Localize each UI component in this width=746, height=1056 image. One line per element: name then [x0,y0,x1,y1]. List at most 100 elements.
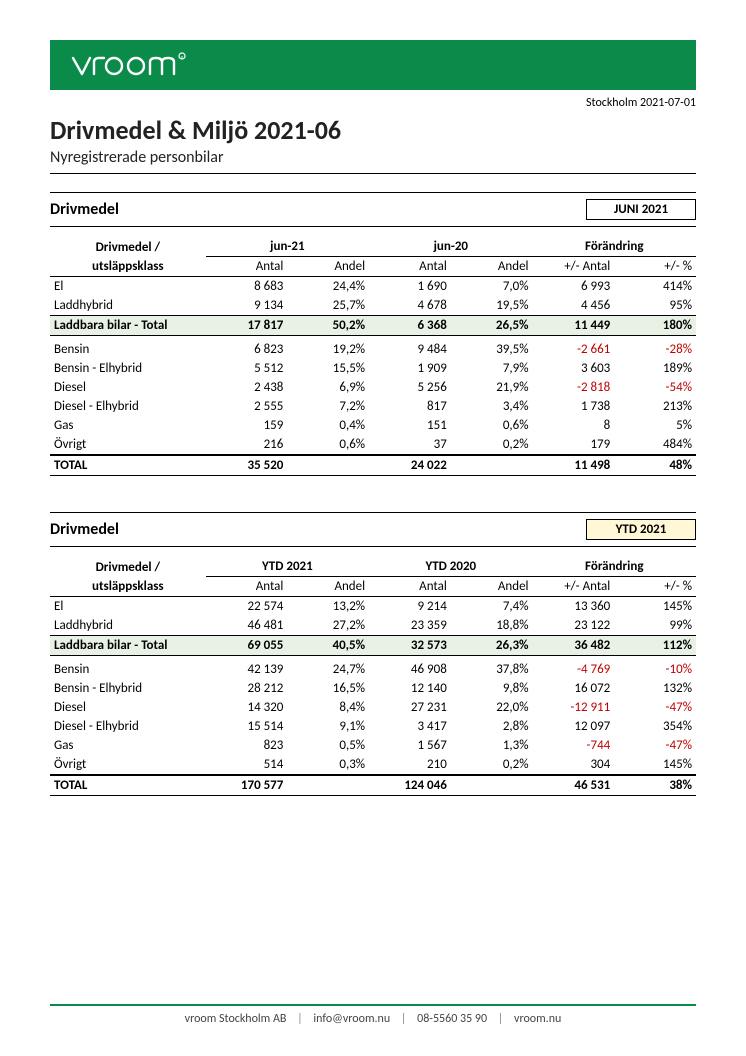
table-cell: 180% [614,316,696,336]
table-cell: -12 911 [533,698,615,717]
table-cell: 6 993 [533,277,615,297]
col-andel1: Andel [287,577,369,597]
table-cell: 21,9% [451,378,533,397]
table-cell: 2,8% [451,717,533,736]
col-header-label2: utsläppsklass [50,577,206,597]
table-cell: 1 567 [369,736,451,755]
table-cell: -2 818 [533,378,615,397]
col-header-label1: Drivmedel / [50,557,206,577]
col-antal1: Antal [206,257,288,277]
table-cell: 12 097 [533,717,615,736]
col-header-label2: utsläppsklass [50,257,206,277]
table-cell: 28 212 [206,679,288,698]
col-header-period1: YTD 2021 [206,557,369,577]
table-cell: 19,2% [287,340,369,359]
table-cell: 0,6% [451,416,533,435]
table-cell: 13 360 [533,597,615,617]
table-cell: 48% [614,455,696,476]
col-change-p: +/- % [614,577,696,597]
table-row: Övrigt2160,6%370,2%179484% [50,435,696,455]
table-row: Diesel - Elhybrid2 5557,2%8173,4%1 73821… [50,397,696,416]
table-cell: 23 122 [533,616,615,636]
col-header-period1: jun-21 [206,237,369,257]
page-title: Drivmedel & Miljö 2021-06 [50,114,696,146]
col-header-period2: jun-20 [369,237,532,257]
table-cell: 50,2% [287,316,369,336]
table-cell: -10% [614,660,696,679]
table-cell: 26,5% [451,316,533,336]
col-andel2: Andel [451,577,533,597]
table-cell: -4 769 [533,660,615,679]
table-cell: Diesel - Elhybrid [50,397,206,416]
table-cell [287,455,369,476]
table-cell: 36 482 [533,636,615,656]
table-cell: TOTAL [50,775,206,796]
table-cell: 17 817 [206,316,288,336]
table-cell: 15 514 [206,717,288,736]
table-cell: 4 678 [369,296,451,316]
title-rule [50,173,696,174]
subtotal-row-row: Laddbara bilar - Total17 81750,2%6 36826… [50,316,696,336]
table-cell: 484% [614,435,696,455]
table-cell: 414% [614,277,696,297]
table-cell: 0,6% [287,435,369,455]
table-cell: Laddhybrid [50,616,206,636]
section-header-month: Drivmedel JUNI 2021 [50,192,696,227]
table-cell: 32 573 [369,636,451,656]
table-cell: -54% [614,378,696,397]
table-cell: 16 072 [533,679,615,698]
section-title-month: Drivmedel [50,200,119,219]
table-row: Laddhybrid46 48127,2%23 35918,8%23 12299… [50,616,696,636]
table-cell: 37,8% [451,660,533,679]
table-cell: 27 231 [369,698,451,717]
table-cell: 132% [614,679,696,698]
col-header-label1: Drivmedel / [50,237,206,257]
footer-sep: | [401,1012,407,1026]
table-cell: 3,4% [451,397,533,416]
section-header-ytd: Drivmedel YTD 2021 [50,512,696,547]
table-cell: 159 [206,416,288,435]
table-cell: 0,5% [287,736,369,755]
table-cell: 40,5% [287,636,369,656]
table-row: Bensin - Elhybrid28 21216,5%12 1409,8%16… [50,679,696,698]
table-cell: 3 417 [369,717,451,736]
table-cell: 0,3% [287,755,369,775]
footer-phone: 08-5560 35 90 [417,1012,487,1026]
table-cell: 9 484 [369,340,451,359]
table-cell: 22 574 [206,597,288,617]
table-cell: 170 577 [206,775,288,796]
table-cell: 11 498 [533,455,615,476]
table-cell: 3 603 [533,359,615,378]
table-cell: -744 [533,736,615,755]
table-cell: 0,2% [451,755,533,775]
table-cell: 46 481 [206,616,288,636]
table-cell: Gas [50,736,206,755]
table-cell: 112% [614,636,696,656]
footer-sep: | [297,1012,303,1026]
table-cell: 99% [614,616,696,636]
total-row-row: TOTAL35 52024 02211 49848% [50,455,696,476]
table-cell: 22,0% [451,698,533,717]
col-change-n: +/- Antal [533,257,615,277]
table-cell: 9,1% [287,717,369,736]
table-row: Diesel - Elhybrid15 5149,1%3 4172,8%12 0… [50,717,696,736]
table-cell: 7,9% [451,359,533,378]
table-cell: 354% [614,717,696,736]
table-cell: 9 214 [369,597,451,617]
page-subtitle: Nyregistrerade personbilar [50,148,696,167]
table-cell: 179 [533,435,615,455]
footer: vroom Stockholm AB | info@vroom.nu | 08-… [50,1004,696,1026]
table-cell: Bensin - Elhybrid [50,679,206,698]
table-cell: El [50,277,206,297]
table-cell: 19,5% [451,296,533,316]
table-cell: 304 [533,755,615,775]
col-antal2: Antal [369,257,451,277]
table-cell: 18,8% [451,616,533,636]
table-cell: TOTAL [50,455,206,476]
table-cell: 15,5% [287,359,369,378]
table-cell: Övrigt [50,755,206,775]
table-cell: Laddbara bilar - Total [50,316,206,336]
table-cell: Diesel - Elhybrid [50,717,206,736]
table-cell: Bensin - Elhybrid [50,359,206,378]
table-cell: 823 [206,736,288,755]
